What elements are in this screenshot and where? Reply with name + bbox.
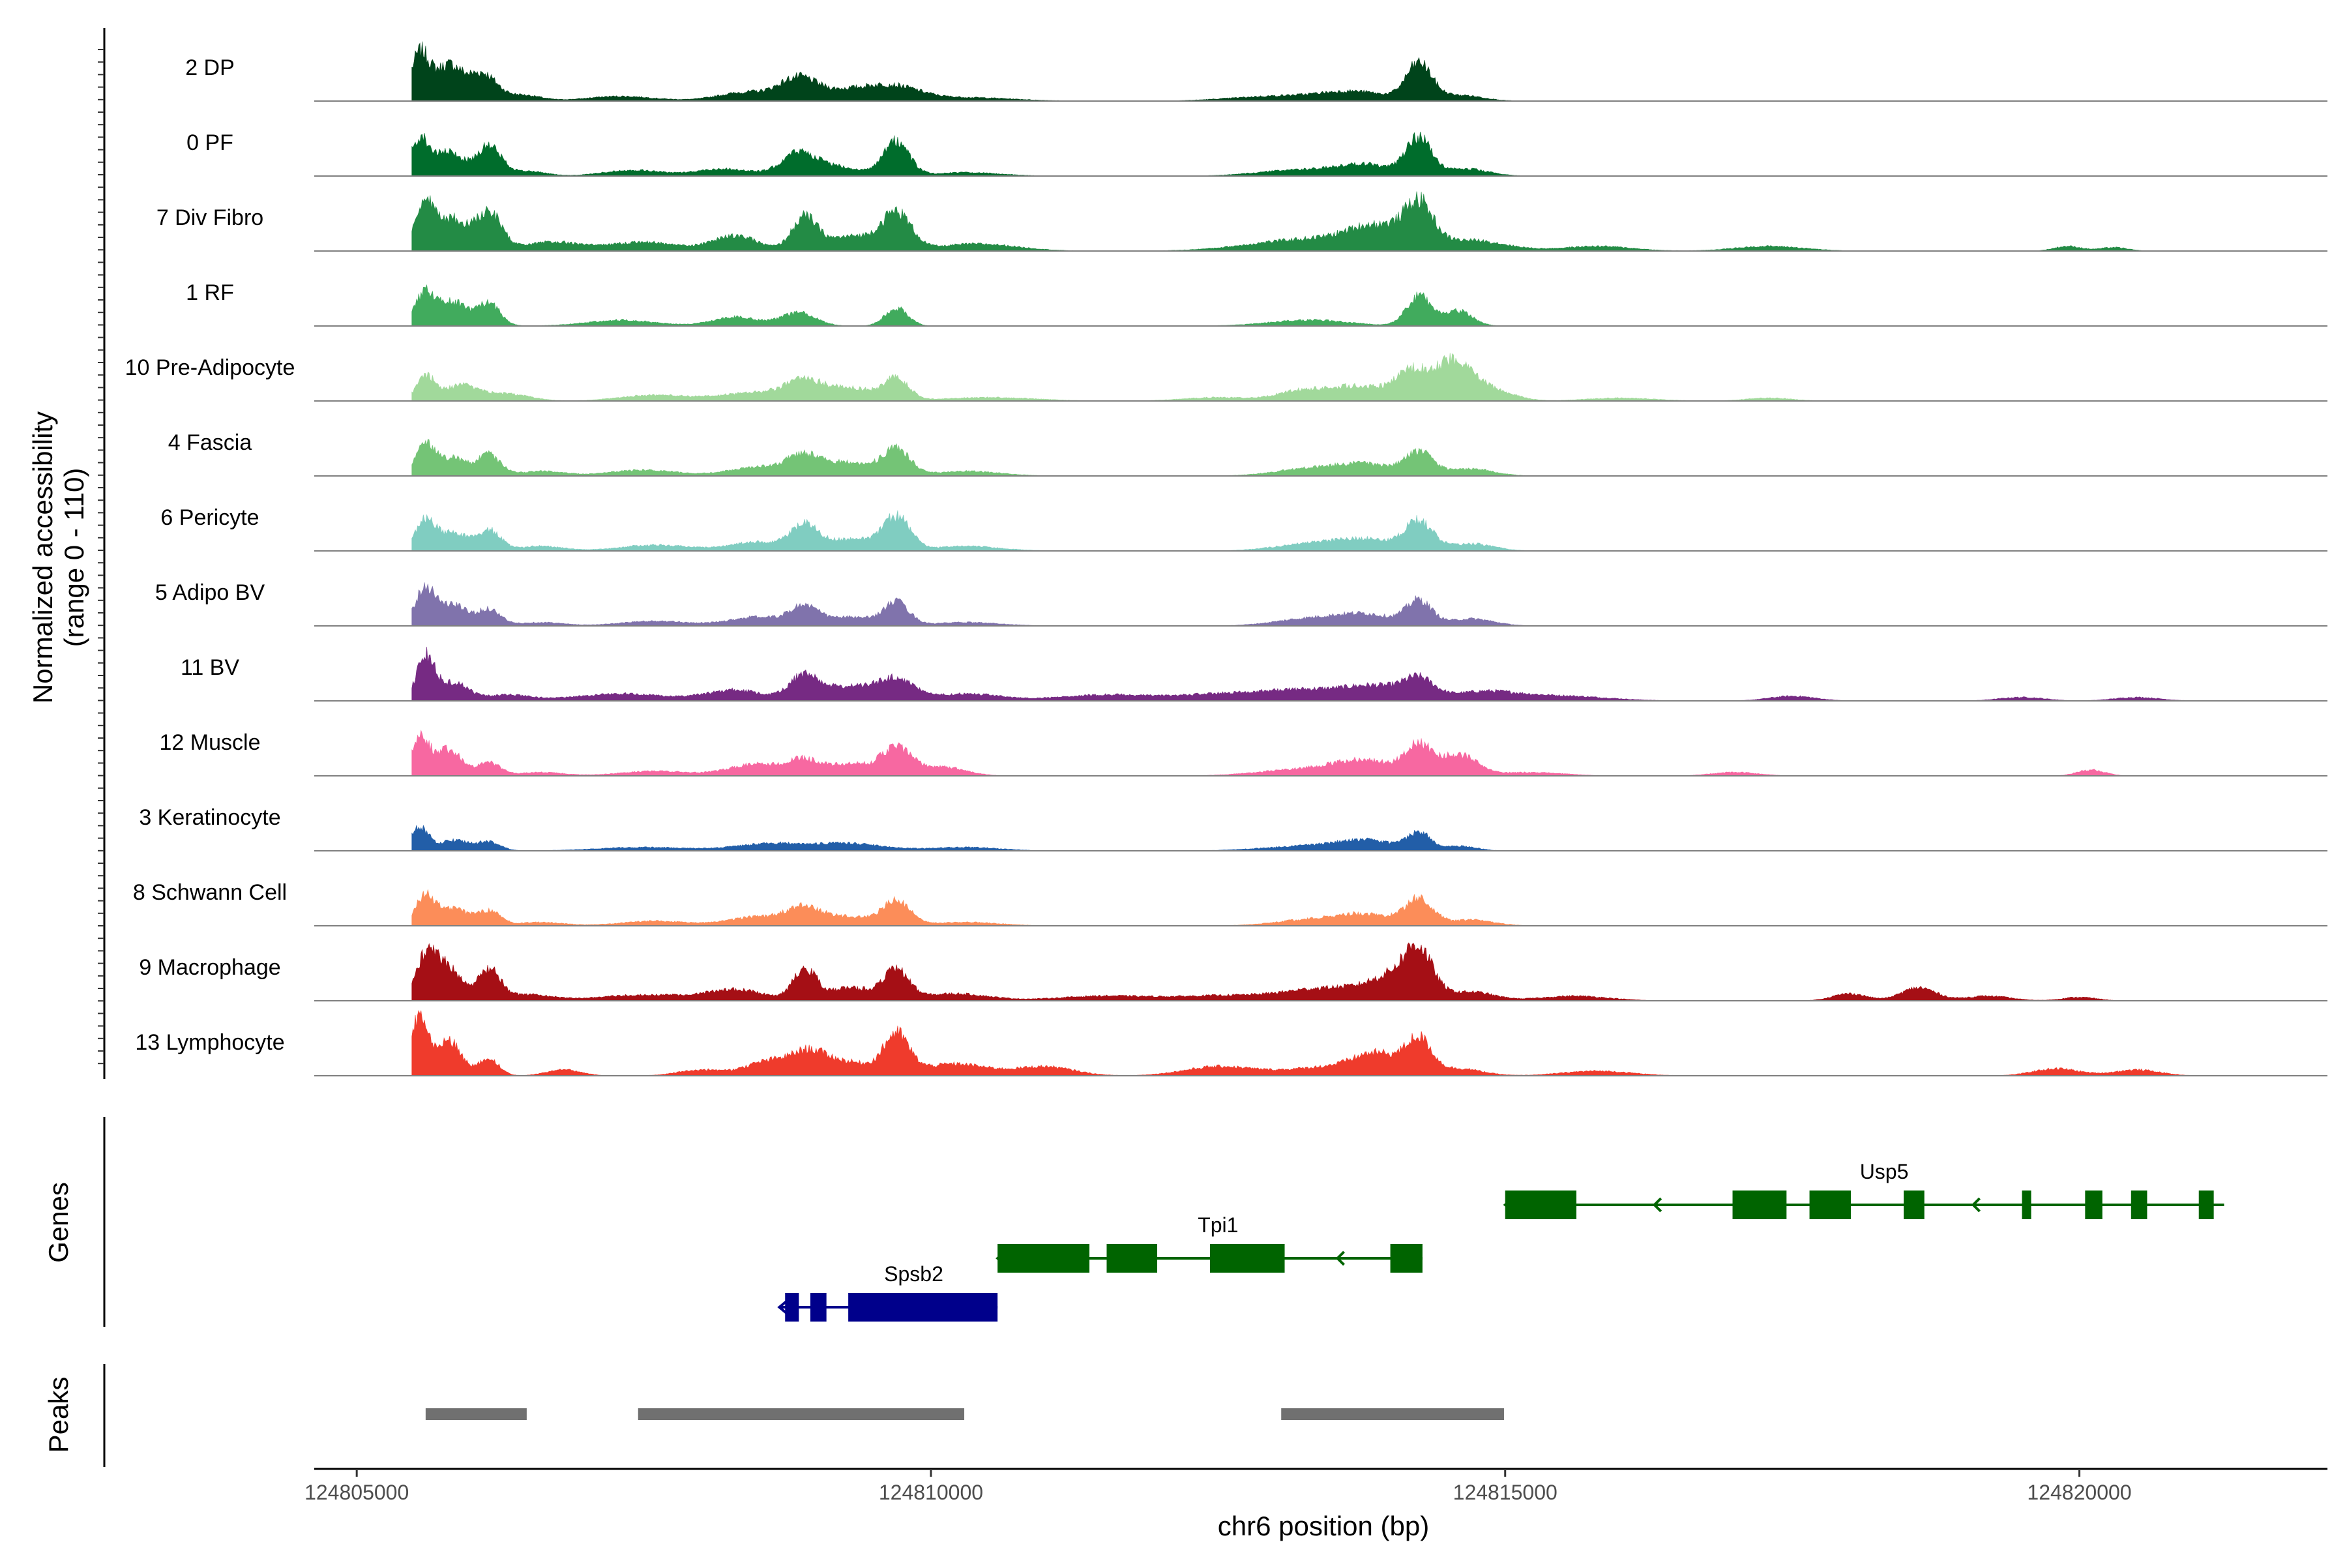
gene-exon — [2198, 1191, 2214, 1219]
gene-label: Usp5 — [1860, 1160, 1909, 1183]
track-label: 4 Fascia — [168, 430, 252, 455]
peak-region-bar — [1281, 1408, 1504, 1420]
gene-model: Usp5 — [1503, 1160, 2224, 1219]
gene-exon — [1210, 1244, 1285, 1273]
gene-model: Spsb2 — [777, 1262, 998, 1322]
track-label: 5 Adipo BV — [155, 580, 265, 605]
coverage-track: 4 Fascia — [168, 430, 2327, 477]
coverage-track: 12 Muscle — [160, 730, 2327, 777]
track-label: 10 Pre-Adipocyte — [125, 355, 295, 380]
coverage-area — [411, 825, 2252, 851]
coverage-area — [411, 132, 2252, 177]
gene-exon — [1106, 1244, 1157, 1273]
peak-region-bar — [425, 1408, 527, 1420]
coverage-area — [411, 942, 2252, 1001]
coverage-area — [411, 647, 2252, 702]
coverage-track: 3 Keratinocyte — [139, 805, 2327, 851]
gene-exon — [785, 1293, 799, 1322]
gene-exon — [1390, 1244, 1423, 1273]
coverage-track: 1 RF — [186, 280, 2327, 327]
coverage-track: 5 Adipo BV — [155, 580, 2327, 627]
track-label: 3 Keratinocyte — [139, 805, 280, 830]
coverage-track: 10 Pre-Adipocyte — [125, 353, 2327, 402]
x-axis-title: chr6 position (bp) — [1218, 1511, 1430, 1541]
track-label: 6 Pericyte — [160, 505, 259, 530]
y-axis-title: Normalized accessibility — [27, 411, 58, 703]
gene-exon — [1732, 1191, 1787, 1219]
coverage-area — [411, 284, 2252, 327]
gene-exon — [1809, 1191, 1851, 1219]
coverage-area — [411, 353, 2252, 402]
strand-arrow — [1652, 1197, 1662, 1213]
gene-exon — [810, 1293, 827, 1322]
coverage-track: 11 BV — [181, 647, 2327, 702]
coverage-area — [411, 1009, 2252, 1076]
axes: Normalized accessibility (range 0 - 110)… — [27, 28, 2327, 1541]
coverage-track: 8 Schwann Cell — [133, 880, 2327, 926]
coverage-track: 13 Lymphocyte — [135, 1009, 2327, 1076]
coverage-track: 7 Div Fibro — [156, 191, 2327, 252]
gene-exon — [1505, 1191, 1576, 1219]
gene-exon — [2022, 1191, 2031, 1219]
gene-exon — [848, 1293, 998, 1322]
coverage-area — [411, 41, 2252, 102]
gene-exon — [1903, 1191, 1925, 1219]
track-label: 7 Div Fibro — [156, 205, 263, 230]
coverage-area — [411, 730, 2252, 777]
coverage-tracks: 2 DP 0 PF 7 Div Fibro 1 RF 10 Pre-Adipocyte 4… — [125, 41, 2327, 1076]
strand-arrow — [1971, 1197, 1981, 1213]
coverage-track: 6 Pericyte — [160, 505, 2327, 552]
track-label: 13 Lymphocyte — [135, 1030, 284, 1055]
gene-exon — [2085, 1191, 2103, 1219]
gene-annotation-track: Spsb2 Tpi1 Usp5 — [777, 1160, 2224, 1322]
strand-arrow — [777, 1299, 788, 1315]
y-axis-range-label: (range 0 - 110) — [59, 468, 89, 647]
gene-label: Tpi1 — [1198, 1213, 1238, 1237]
track-label: 12 Muscle — [160, 730, 261, 755]
coverage-track: 0 PF — [186, 130, 2327, 177]
coverage-track: 9 Macrophage — [139, 942, 2327, 1001]
gene-label: Spsb2 — [884, 1262, 943, 1286]
track-label: 0 PF — [186, 130, 233, 155]
coverage-area — [411, 889, 2252, 926]
track-label: 8 Schwann Cell — [133, 880, 287, 905]
track-label: 9 Macrophage — [139, 955, 280, 980]
coverage-area — [411, 191, 2252, 252]
coverage-area — [411, 439, 2252, 477]
peak-region-bar — [638, 1408, 965, 1420]
gene-exon — [997, 1244, 1090, 1273]
x-tick-label: 124805000 — [304, 1481, 409, 1504]
genes-panel-label: Genes — [43, 1182, 74, 1263]
track-label: 11 BV — [181, 655, 239, 680]
gene-model: Tpi1 — [995, 1213, 1423, 1273]
track-label: 2 DP — [185, 55, 235, 80]
track-label: 1 RF — [186, 280, 234, 305]
gene-exon — [2131, 1191, 2148, 1219]
x-tick-label: 124810000 — [879, 1481, 983, 1504]
coverage-area — [411, 510, 2252, 552]
peak-region-track — [425, 1408, 1504, 1420]
coverage-track: 2 DP — [185, 41, 2327, 102]
coverage-area — [411, 582, 2252, 627]
x-tick-label: 124820000 — [2027, 1481, 2131, 1504]
strand-arrow — [1335, 1250, 1345, 1266]
x-tick-label: 124815000 — [1453, 1481, 1557, 1504]
peaks-panel-label: Peaks — [43, 1377, 74, 1453]
